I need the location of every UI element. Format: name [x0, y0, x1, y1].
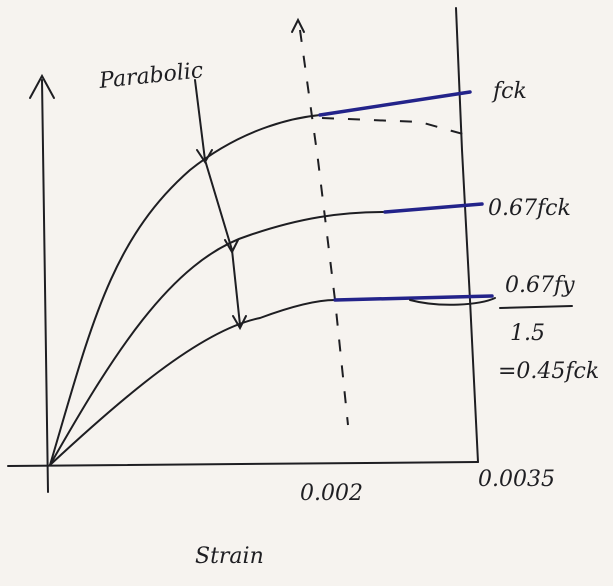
level-label: 0.67fck — [488, 196, 571, 221]
level-label: fck — [491, 79, 527, 104]
level-label: 0.67fy — [505, 273, 575, 298]
level-label: =0.45fck — [498, 359, 599, 384]
level-label: 1.5 — [510, 321, 545, 346]
diagram: Parabolic fck 0.67fck 0.67fy 1.5 =0.45fc… — [0, 0, 613, 586]
x-mark-label: 0.0035 — [478, 467, 555, 492]
x-mark-label: 0.002 — [300, 481, 363, 506]
x-axis-label: Strain — [195, 544, 264, 569]
